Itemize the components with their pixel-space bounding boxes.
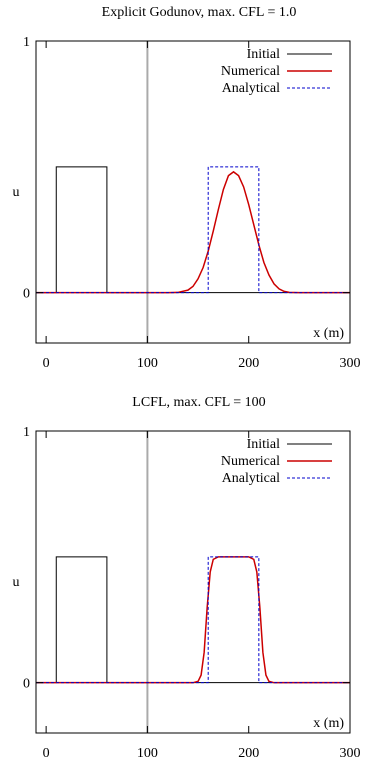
chart-title: Explicit Godunov, max. CFL = 1.0 [102, 5, 297, 20]
legend-label-analytical: Analytical [222, 81, 280, 96]
plot-frame [35, 40, 351, 344]
y-tick-label: 0 [23, 287, 30, 302]
legend-label-initial: Initial [247, 47, 281, 62]
chart-title: LCFL, max. CFL = 100 [132, 395, 265, 410]
series-line-numerical [36, 170, 350, 294]
series-line-initial [36, 556, 350, 684]
y-axis-label: u [13, 185, 20, 200]
y-tick-label: 0 [23, 677, 30, 692]
y-axis-label: u [13, 575, 20, 590]
plot-frame [35, 430, 351, 734]
x-tick-label: 0 [43, 746, 50, 761]
x-tick-label: 100 [137, 356, 158, 371]
y-tick-label: 1 [23, 35, 30, 50]
x-tick-label: 300 [340, 356, 361, 371]
x-tick-label: 200 [238, 356, 259, 371]
legend-label-initial: Initial [247, 437, 281, 452]
series-line-analytical [36, 166, 350, 294]
chart-godunov: Explicit Godunov, max. CFL = 1.0 0 100 200 3… [13, 5, 361, 371]
x-tick-label: 0 [43, 356, 50, 371]
series-line-numerical [36, 556, 350, 684]
series-line-analytical [36, 556, 350, 684]
x-tick-label: 100 [137, 746, 158, 761]
chart-lcfl: LCFL, max. CFL = 100 0 100 200 300 0 1 u x (m) In… [13, 395, 361, 761]
x-tick-label: 300 [340, 746, 361, 761]
series-line-initial [36, 166, 350, 294]
legend-label-analytical: Analytical [222, 471, 280, 486]
x-tick-label: 200 [238, 746, 259, 761]
x-axis-label: x (m) [313, 326, 344, 341]
x-axis-label: x (m) [313, 716, 344, 731]
y-tick-label: 1 [23, 425, 30, 440]
legend-label-numerical: Numerical [221, 454, 280, 469]
legend-label-numerical: Numerical [221, 64, 280, 79]
